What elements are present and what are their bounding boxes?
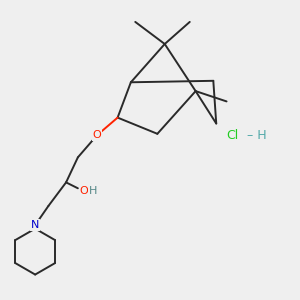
Text: N: N xyxy=(31,220,39,230)
Text: H: H xyxy=(89,186,98,196)
Text: O: O xyxy=(80,186,88,196)
Text: Cl: Cl xyxy=(226,129,239,142)
Text: – H: – H xyxy=(243,129,266,142)
Text: O: O xyxy=(93,130,101,140)
